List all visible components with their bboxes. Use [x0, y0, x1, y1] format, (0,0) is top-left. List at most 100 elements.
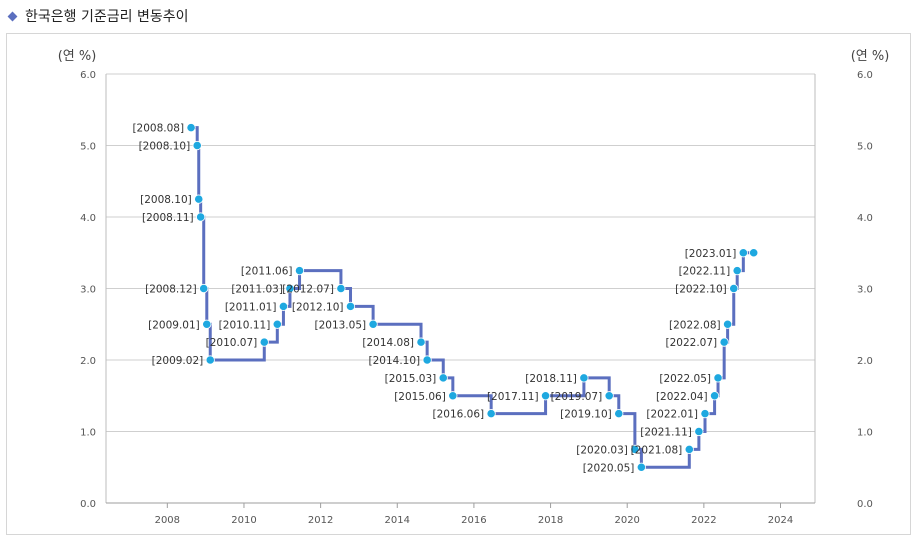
data-label: [2023.01]	[685, 248, 737, 260]
y-tick-labels: 0.0 0.0 1.0 1.0 2.0 2.0 3.0 3.0 4.0 4.0 5.0 5.0 6.0 6…	[80, 70, 873, 510]
x-tick-label: 2008	[155, 515, 180, 526]
data-label: [2018.11]	[525, 373, 577, 385]
data-point	[194, 194, 204, 204]
data-label: [2010.07]	[206, 337, 258, 349]
data-point	[345, 301, 356, 311]
data-point	[636, 462, 646, 472]
data-point	[336, 283, 346, 294]
y-tick-label-left: 2.0	[80, 356, 96, 367]
data-point	[422, 355, 432, 365]
data-point	[738, 248, 748, 258]
x-tick-label: 2024	[768, 515, 793, 526]
data-point	[723, 319, 733, 329]
data-label: [2009.02]	[152, 355, 204, 367]
data-label: [2008.10]	[139, 141, 191, 153]
y-tick-label-left: 0.0	[80, 499, 96, 510]
data-point	[749, 248, 759, 258]
data-label: [2021.08]	[631, 444, 683, 456]
data-label: [2008.12]	[145, 284, 197, 296]
data-point	[713, 373, 723, 383]
data-point	[732, 266, 742, 276]
data-point	[684, 444, 694, 454]
y-tick-label-right: 1.0	[857, 428, 873, 439]
data-label: [2022.04]	[656, 391, 708, 403]
data-point	[259, 337, 269, 347]
data-point	[202, 319, 212, 329]
data-label: [2022.10]	[675, 284, 727, 296]
y-tick-label-right: 5.0	[857, 142, 873, 153]
y-tick-label-left: 5.0	[80, 142, 96, 153]
data-label: [2012.10]	[292, 301, 344, 313]
data-label: [2011.06]	[241, 266, 293, 278]
data-label: [2019.07]	[551, 391, 603, 403]
x-tick-label: 2020	[614, 515, 639, 526]
y-tick-label-right: 0.0	[857, 499, 873, 510]
data-point	[196, 212, 206, 222]
axes	[105, 74, 816, 508]
data-label: [2010.11]	[219, 319, 271, 331]
y-tick-label-right: 4.0	[857, 213, 873, 224]
data-label: [2022.11]	[679, 266, 731, 278]
data-label: [2019.10]	[560, 409, 612, 421]
data-label: [2016.06]	[433, 409, 485, 421]
data-labels: [2008.08] [2008.10] [2008.10] [2008.11] [200…	[132, 123, 736, 475]
data-label: [2015.03]	[385, 373, 437, 385]
data-label: [2022.08]	[669, 319, 721, 331]
data-point	[604, 391, 614, 401]
data-label: [2021.11]	[640, 427, 692, 439]
data-label: [2014.10]	[369, 355, 421, 367]
data-label: [2008.08]	[132, 123, 184, 135]
data-point	[272, 319, 282, 329]
data-label: [2013.05]	[314, 319, 366, 331]
data-label: [2015.06]	[394, 391, 446, 403]
y-axis-unit-right: (연 %)	[851, 49, 890, 64]
page-title: 한국은행 기준금리 변동추이	[6, 6, 188, 26]
x-tick-labels: 2008 2010 2012 2014 2016 2018 2020 2022 2024	[155, 515, 794, 526]
data-label: [2012.07]	[282, 284, 334, 296]
y-tick-label-right: 3.0	[857, 285, 873, 296]
data-label: [2011.03]	[231, 284, 283, 296]
data-point	[368, 319, 378, 329]
y-tick-label-left: 4.0	[80, 213, 96, 224]
data-label: [2020.03]	[576, 444, 628, 456]
y-tick-label-left: 3.0	[80, 285, 96, 296]
x-tick-label: 2018	[538, 515, 563, 526]
y-tick-label-left: 1.0	[80, 428, 96, 439]
data-point	[630, 444, 640, 454]
data-point	[278, 301, 289, 311]
page-title-text: 한국은행 기준금리 변동추이	[25, 9, 189, 25]
x-tick-label: 2014	[385, 515, 410, 526]
data-point	[540, 391, 551, 401]
data-label: [2022.07]	[666, 337, 718, 349]
x-tick-label: 2012	[308, 515, 333, 526]
data-label: [2009.01]	[148, 319, 200, 331]
x-tick-label: 2016	[461, 515, 486, 526]
chart-frame	[6, 33, 911, 535]
data-point	[700, 409, 710, 419]
data-label: [2020.05]	[583, 462, 635, 474]
y-tick-label-right: 2.0	[857, 356, 873, 367]
data-point	[719, 337, 729, 347]
data-point	[438, 373, 448, 383]
data-point	[729, 283, 739, 294]
data-label: [2022.05]	[659, 373, 711, 385]
data-point	[285, 283, 295, 294]
x-tick-label: 2022	[691, 515, 716, 526]
data-point	[486, 409, 496, 419]
data-point	[205, 355, 215, 365]
x-tick-label: 2010	[231, 515, 256, 526]
data-point	[192, 140, 202, 151]
y-tick-label-left: 6.0	[80, 70, 96, 81]
data-point	[579, 373, 589, 383]
data-point	[416, 337, 426, 347]
data-label: [2011.01]	[225, 301, 277, 313]
data-point	[709, 391, 720, 401]
data-points	[186, 123, 759, 472]
data-label: [2014.08]	[362, 337, 414, 349]
data-point	[294, 266, 305, 276]
data-point	[694, 426, 704, 437]
data-point	[614, 409, 624, 419]
y-tick-label-right: 6.0	[857, 70, 873, 81]
data-label: [2008.11]	[142, 212, 194, 224]
